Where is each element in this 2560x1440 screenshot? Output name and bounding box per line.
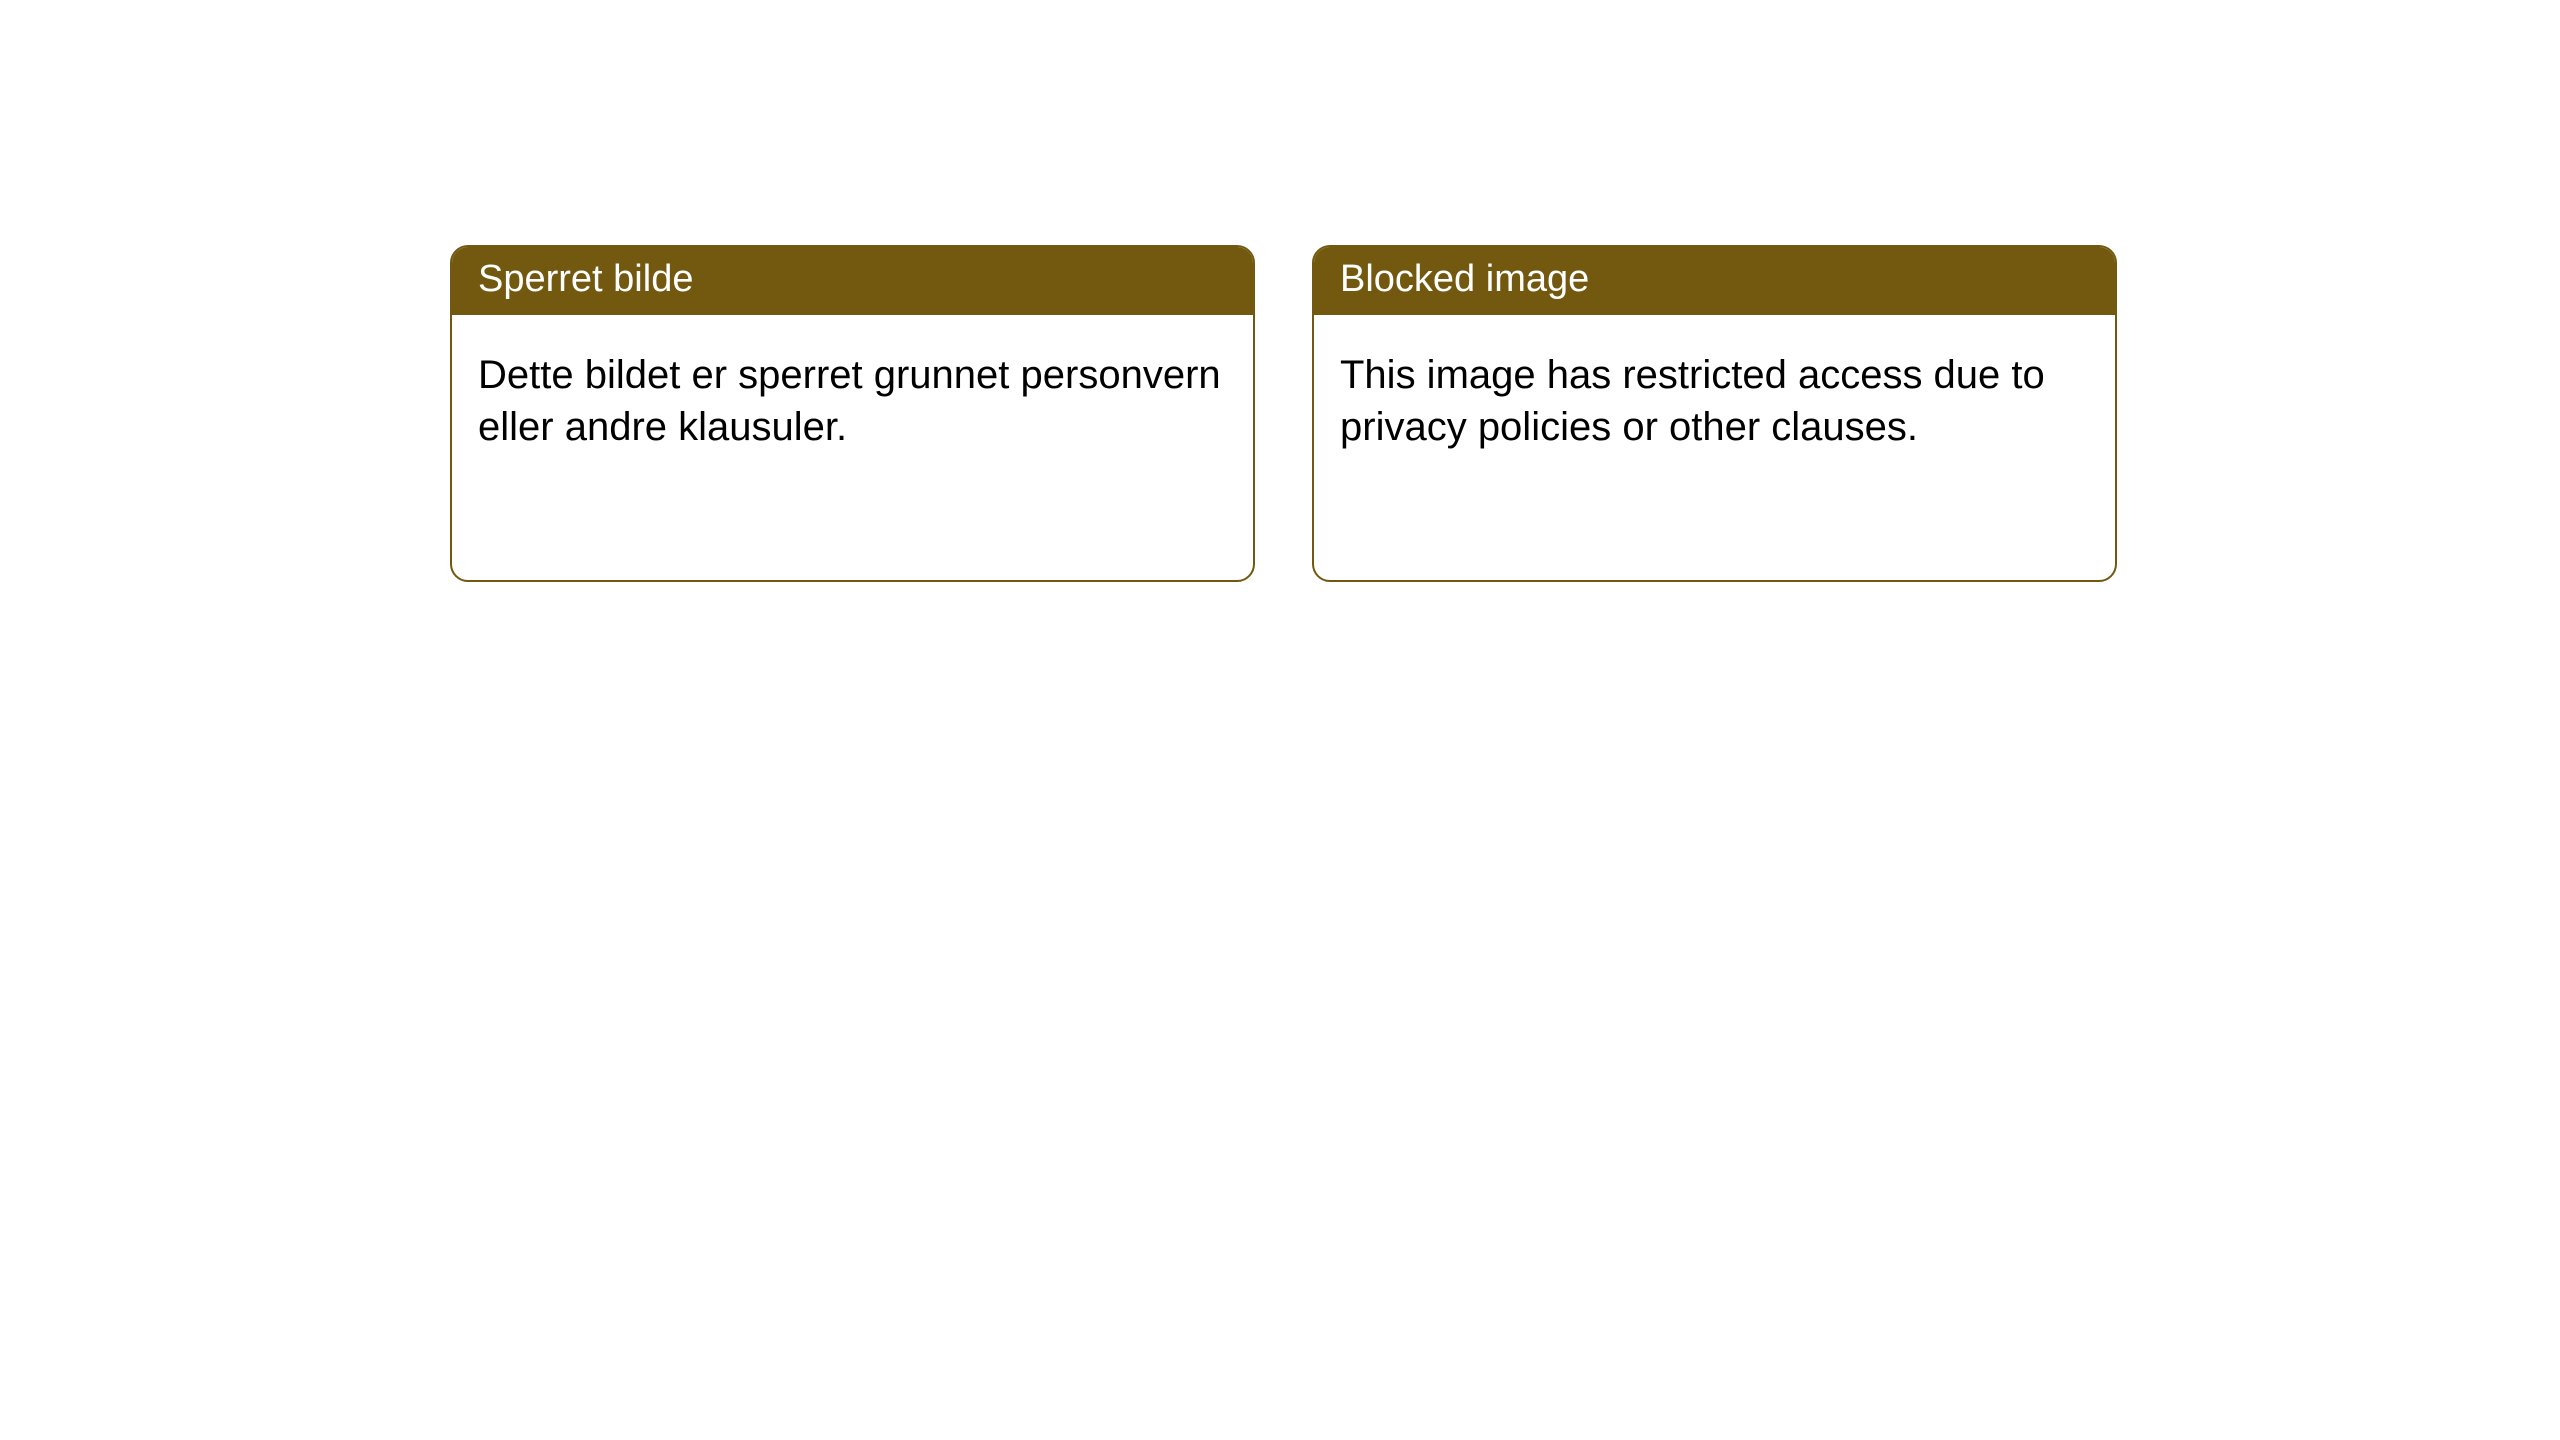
card-title: Sperret bilde (478, 258, 693, 300)
card-header: Blocked image (1314, 247, 2115, 315)
card-title: Blocked image (1340, 258, 1589, 300)
card-body-text: This image has restricted access due to … (1340, 353, 2045, 449)
notice-card-english: Blocked image This image has restricted … (1312, 245, 2117, 582)
notice-cards-container: Sperret bilde Dette bildet er sperret gr… (0, 0, 2560, 582)
card-body-text: Dette bildet er sperret grunnet personve… (478, 353, 1221, 449)
card-body: This image has restricted access due to … (1314, 315, 2115, 487)
card-body: Dette bildet er sperret grunnet personve… (452, 315, 1253, 487)
card-header: Sperret bilde (452, 247, 1253, 315)
notice-card-norwegian: Sperret bilde Dette bildet er sperret gr… (450, 245, 1255, 582)
